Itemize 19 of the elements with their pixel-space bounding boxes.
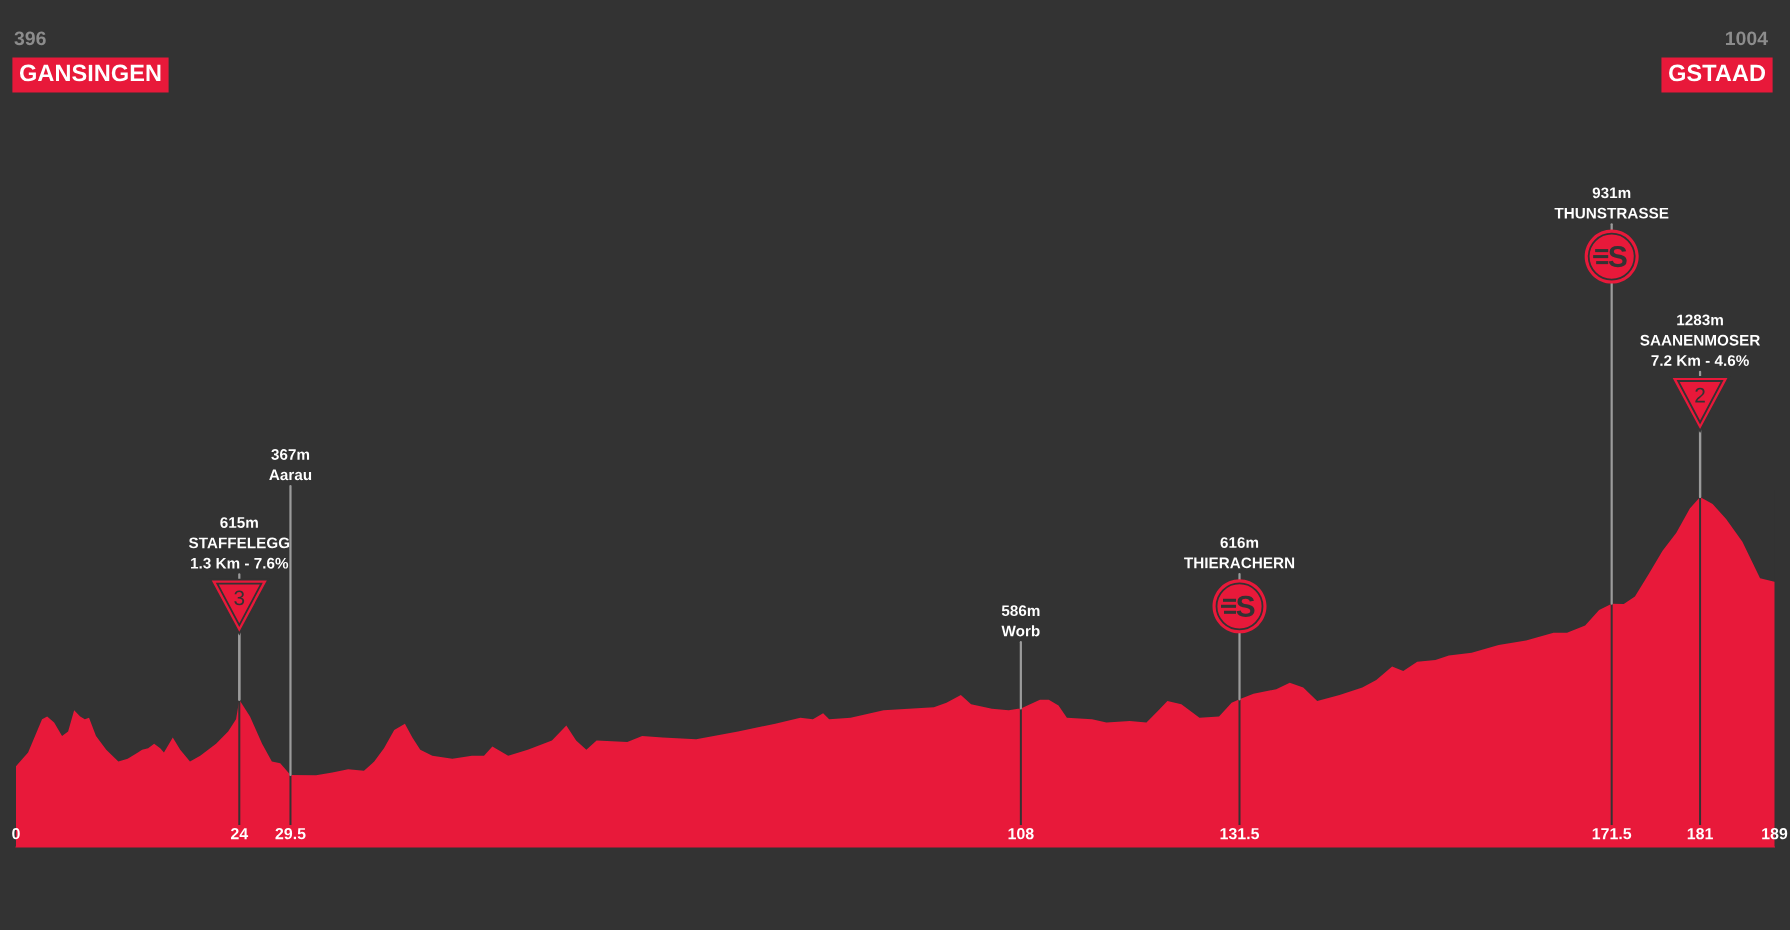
annotation: 586m Worb: [1001, 605, 1040, 637]
x-tick-label: 0: [12, 827, 20, 840]
annotation: 3: [234, 590, 245, 606]
annotation: 616m THIERACHERN: [1184, 537, 1295, 569]
annotation: 1283m SAANENMOSER 7.2 Km - 4.6%: [1640, 314, 1761, 366]
x-tick-label: 108: [1008, 827, 1034, 840]
x-tick-label: 181: [1687, 827, 1713, 840]
x-tick-label: 29.5: [275, 827, 306, 840]
x-tick-label: 171.5: [1592, 828, 1632, 840]
text: GANSINGEN: [19, 64, 161, 82]
annotation: 2: [1695, 387, 1705, 403]
annotation: 615m STAFFELEGG 1.3 Km - 7.6%: [188, 517, 290, 569]
text: GSTAAD: [1669, 64, 1766, 82]
annotation: 367m Aarau: [269, 449, 312, 481]
annotation: 931m THUNSTRASSE: [1554, 187, 1669, 219]
x-tick-label: 24: [230, 827, 249, 840]
text: 396: [14, 31, 46, 46]
text: 1004: [1725, 31, 1768, 46]
x-tick-label: 131.5: [1220, 827, 1260, 840]
